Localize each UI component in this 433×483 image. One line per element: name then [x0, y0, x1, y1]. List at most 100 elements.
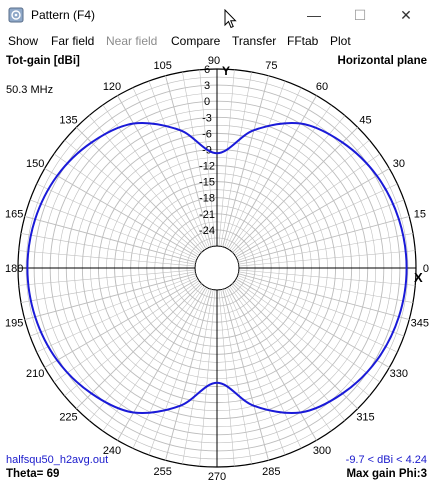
close-button[interactable]: ✕: [400, 6, 412, 23]
grid-spoke: [222, 289, 269, 461]
r-tick-label: 6: [204, 64, 210, 76]
grid-spoke: [102, 285, 205, 432]
angle-tick-label: 330: [390, 368, 408, 380]
app-icon: [8, 7, 24, 23]
grid-spoke: [226, 87, 302, 249]
angle-tick-label: 120: [103, 81, 121, 93]
angle-tick-label: 150: [26, 158, 44, 170]
grid-spoke: [20, 233, 196, 265]
angle-tick-label: 195: [5, 317, 23, 329]
grid-spoke: [182, 71, 214, 247]
file-name-label: halfsqu50_h2avg.out: [6, 454, 109, 466]
grid-spoke: [29, 275, 197, 337]
grid-spoke: [234, 280, 381, 383]
grid-spoke: [238, 269, 416, 286]
angle-tick-label: 255: [153, 466, 171, 478]
grid-spoke: [29, 199, 197, 261]
grid-spoke: [236, 183, 398, 259]
grid-spoke: [235, 168, 390, 258]
menu-show[interactable]: Show: [8, 34, 39, 48]
grid-spoke: [229, 285, 332, 432]
grid-spoke: [88, 284, 204, 421]
angle-tick-label: 345: [411, 317, 429, 329]
grid-spoke: [218, 289, 235, 467]
grid-spoke: [238, 271, 414, 303]
angle-tick-label: 270: [208, 471, 226, 483]
angle-tick-label: 105: [153, 60, 171, 72]
menu-bar: Show Far field Near field Compare Transf…: [0, 31, 433, 51]
plot-title: Tot-gain [dBi]: [6, 55, 80, 67]
grid-spoke: [234, 153, 381, 256]
menu-fftab[interactable]: FFtab: [287, 34, 319, 48]
grid-spoke: [233, 139, 370, 255]
plot-plane-label: Horizontal plane: [337, 55, 427, 67]
grid-spoke: [235, 278, 390, 368]
angle-tick-label: 285: [262, 466, 280, 478]
grid-spoke: [36, 277, 198, 353]
angle-tick-label: 0: [423, 263, 429, 275]
grid-spoke: [88, 115, 204, 252]
angle-tick-label: 210: [26, 368, 44, 380]
grid-spoke: [230, 115, 346, 252]
angle-tick-label: 90: [208, 55, 220, 67]
grid-spoke: [148, 288, 210, 456]
grid-spoke: [232, 283, 359, 410]
grid-spoke: [75, 283, 202, 410]
grid-spoke: [165, 75, 212, 247]
grid-spoke: [44, 168, 199, 258]
menu-transfer[interactable]: Transfer: [232, 34, 277, 48]
frequency-label: 50.3 MHz: [6, 84, 54, 96]
grid-spoke: [64, 281, 201, 397]
r-tick-label: -21: [199, 209, 215, 221]
r-tick-label: -15: [199, 177, 215, 189]
grid-spoke: [53, 280, 200, 383]
grid-spoke: [224, 288, 286, 456]
grid-spoke: [117, 286, 207, 441]
angle-tick-label: 135: [59, 115, 77, 127]
grid-spoke: [226, 287, 302, 449]
grid-spoke: [236, 277, 398, 353]
window-title: Pattern (F4): [31, 8, 96, 22]
angle-tick-label: 300: [313, 445, 331, 457]
menu-near-field[interactable]: Near field: [106, 34, 158, 48]
r-tick-label: -6: [202, 128, 212, 140]
r-tick-label: -3: [202, 112, 212, 124]
grid-spoke: [24, 216, 196, 263]
r-tick-label: -18: [199, 193, 215, 205]
grid-spoke: [102, 104, 205, 251]
angle-tick-label: 75: [265, 60, 277, 72]
maximize-button[interactable]: ☐: [353, 6, 367, 23]
angle-tick-label: 45: [359, 115, 371, 127]
grid-spoke: [53, 153, 200, 256]
r-tick-label: -12: [199, 161, 215, 173]
grid-spoke: [229, 104, 332, 251]
grid-spoke: [232, 126, 359, 253]
grid-spoke: [238, 233, 414, 265]
grid-spoke: [227, 95, 317, 250]
pattern-plot-area[interactable]: Tot-gain [dBi] Horizontal plane 50.3 MHz…: [0, 52, 433, 483]
grid-spoke: [148, 80, 210, 248]
grid-spoke: [182, 289, 214, 465]
grid-spoke: [64, 139, 201, 255]
theta-label: Theta= 69: [6, 468, 60, 480]
menu-far-field[interactable]: Far field: [51, 34, 95, 48]
grid-spoke: [132, 287, 208, 449]
max-gain-label: Max gain Phi:3: [346, 468, 427, 480]
grid-spoke: [18, 269, 196, 286]
grid-spoke: [238, 250, 416, 267]
mouse-cursor-icon: [224, 9, 237, 29]
grid-spoke: [237, 275, 405, 337]
menu-compare[interactable]: Compare: [171, 34, 221, 48]
grid-spoke: [218, 69, 235, 247]
polar-chart: 630-3-6-9-12-15-18-21-240153045607590105…: [5, 55, 429, 483]
grid-spoke: [237, 199, 405, 261]
inner-circle: [194, 245, 240, 291]
angle-tick-label: 165: [5, 209, 23, 221]
grid-spoke: [222, 75, 269, 247]
title-bar[interactable]: Pattern (F4) — ☐ ✕: [0, 0, 433, 30]
angle-tick-label: 225: [59, 411, 77, 423]
r-tick-label: -24: [199, 225, 215, 237]
x-axis-marker: X: [414, 270, 423, 285]
menu-plot[interactable]: Plot: [330, 34, 351, 48]
minimize-button[interactable]: —: [307, 7, 321, 23]
